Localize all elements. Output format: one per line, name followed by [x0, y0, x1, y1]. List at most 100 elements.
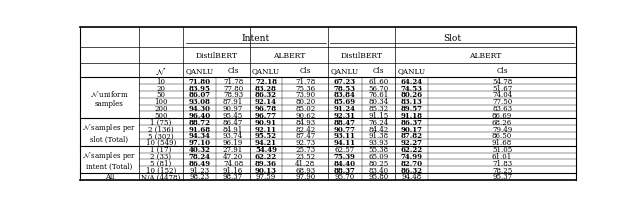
- Text: Cls: Cls: [300, 67, 311, 75]
- Text: 86.37: 86.37: [401, 118, 422, 126]
- Text: 76.24: 76.24: [368, 118, 388, 126]
- Text: 500: 500: [154, 111, 168, 119]
- Text: 83.40: 83.40: [368, 166, 388, 174]
- Text: 71.80: 71.80: [189, 77, 211, 85]
- Text: 93.93: 93.93: [369, 139, 388, 146]
- Text: 72.18: 72.18: [255, 77, 277, 85]
- Text: 20: 20: [156, 84, 165, 92]
- Text: 84.93: 84.93: [295, 118, 316, 126]
- Text: 78.25: 78.25: [492, 166, 512, 174]
- Text: QANLU: QANLU: [252, 67, 280, 75]
- Text: 2 (136): 2 (136): [148, 125, 173, 133]
- Text: 51.67: 51.67: [492, 84, 512, 92]
- Text: 80.26: 80.26: [401, 91, 422, 99]
- Text: 85.32: 85.32: [368, 104, 388, 112]
- Text: 75.36: 75.36: [295, 84, 316, 92]
- Text: 90.17: 90.17: [401, 125, 422, 133]
- Text: 5 (81): 5 (81): [150, 159, 172, 167]
- Text: 94.21: 94.21: [255, 139, 277, 146]
- Text: 94.11: 94.11: [334, 139, 356, 146]
- Text: 47.20: 47.20: [223, 152, 243, 160]
- Text: 40.32: 40.32: [189, 145, 211, 153]
- Text: 94.34: 94.34: [189, 132, 211, 140]
- Text: ALBERT: ALBERT: [273, 52, 305, 60]
- Text: 50: 50: [156, 91, 165, 99]
- Text: 10 (152): 10 (152): [146, 166, 176, 174]
- Text: Cls: Cls: [497, 67, 508, 75]
- Text: QANLU: QANLU: [331, 67, 359, 75]
- Text: 87.91: 87.91: [223, 98, 243, 106]
- Text: 61.01: 61.01: [492, 152, 512, 160]
- Text: 41.28: 41.28: [295, 159, 316, 167]
- Text: 90.13: 90.13: [255, 166, 277, 174]
- Text: 65.09: 65.09: [368, 152, 388, 160]
- Text: 86.32: 86.32: [255, 91, 277, 99]
- Text: 74.04: 74.04: [492, 91, 512, 99]
- Text: QANLU: QANLU: [186, 67, 214, 75]
- Text: 91.16: 91.16: [223, 166, 243, 174]
- Text: 77.50: 77.50: [492, 98, 512, 106]
- Text: 86.69: 86.69: [492, 111, 512, 119]
- Text: 86.32: 86.32: [401, 166, 422, 174]
- Text: 98.23: 98.23: [189, 173, 210, 181]
- Text: 86.07: 86.07: [189, 91, 211, 99]
- Text: 51.05: 51.05: [492, 145, 512, 153]
- Text: 90.62: 90.62: [295, 111, 316, 119]
- Text: 100: 100: [154, 98, 168, 106]
- Text: 86.50: 86.50: [492, 132, 512, 140]
- Text: 83.13: 83.13: [401, 98, 422, 106]
- Text: 80.34: 80.34: [368, 98, 388, 106]
- Text: 83.84: 83.84: [334, 91, 356, 99]
- Text: 92.27: 92.27: [401, 139, 422, 146]
- Text: 25.73: 25.73: [295, 145, 316, 153]
- Text: 92.73: 92.73: [295, 139, 316, 146]
- Text: 90.97: 90.97: [223, 104, 243, 112]
- Text: 77.80: 77.80: [223, 84, 243, 92]
- Text: 78.24: 78.24: [189, 152, 211, 160]
- Text: 96.40: 96.40: [189, 111, 211, 119]
- Text: 83.63: 83.63: [492, 104, 512, 112]
- Text: $\mathcal{N}$ uniform
samples: $\mathcal{N}$ uniform samples: [90, 89, 129, 108]
- Text: 95.80: 95.80: [368, 173, 388, 181]
- Text: 67.23: 67.23: [334, 77, 356, 85]
- Text: 71.83: 71.83: [492, 159, 512, 167]
- Text: 80.20: 80.20: [295, 98, 316, 106]
- Text: 91.18: 91.18: [401, 111, 422, 119]
- Text: 68.93: 68.93: [295, 166, 316, 174]
- Text: 83.28: 83.28: [255, 84, 277, 92]
- Text: $\mathcal{N}$ samples per
intent (Total): $\mathcal{N}$ samples per intent (Total): [83, 149, 136, 170]
- Text: 83.95: 83.95: [189, 84, 211, 92]
- Text: DistilBERT: DistilBERT: [340, 52, 383, 60]
- Text: 76.61: 76.61: [368, 91, 388, 99]
- Text: 80.25: 80.25: [368, 159, 388, 167]
- Text: 84.42: 84.42: [368, 125, 388, 133]
- Text: 88.72: 88.72: [189, 118, 211, 126]
- Text: 92.31: 92.31: [334, 111, 356, 119]
- Text: 89.36: 89.36: [255, 159, 277, 167]
- Text: 88.37: 88.37: [334, 166, 356, 174]
- Text: 96.77: 96.77: [255, 111, 277, 119]
- Text: 84.40: 84.40: [334, 159, 356, 167]
- Text: 55.38: 55.38: [368, 145, 388, 153]
- Text: 94.30: 94.30: [189, 104, 211, 112]
- Text: 89.57: 89.57: [401, 104, 422, 112]
- Text: 61.60: 61.60: [368, 77, 388, 85]
- Text: Slot: Slot: [443, 33, 461, 42]
- Text: 62.57: 62.57: [335, 145, 355, 153]
- Text: 74.53: 74.53: [401, 84, 422, 92]
- Text: 2 (33): 2 (33): [150, 152, 172, 160]
- Text: 86.47: 86.47: [223, 118, 243, 126]
- Text: 88.47: 88.47: [334, 118, 356, 126]
- Text: 62.22: 62.22: [401, 145, 422, 153]
- Text: 79.49: 79.49: [492, 125, 512, 133]
- Text: 71.78: 71.78: [223, 77, 243, 85]
- Text: QANLU: QANLU: [397, 67, 426, 75]
- Text: ALBERT: ALBERT: [469, 52, 502, 60]
- Text: 78.53: 78.53: [334, 84, 356, 92]
- Text: 92.14: 92.14: [255, 98, 277, 106]
- Text: 93.11: 93.11: [334, 132, 356, 140]
- Text: N/A (4478): N/A (4478): [141, 173, 180, 181]
- Text: 27.91: 27.91: [223, 145, 243, 153]
- Text: 54.78: 54.78: [492, 77, 512, 85]
- Text: 97.90: 97.90: [295, 173, 316, 181]
